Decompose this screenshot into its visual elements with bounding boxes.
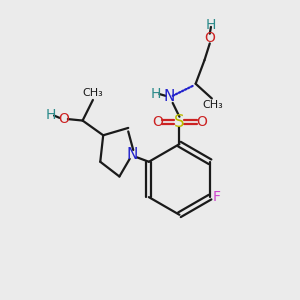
- Text: CH₃: CH₃: [82, 88, 103, 98]
- Text: O: O: [196, 115, 207, 129]
- Text: N: N: [127, 147, 138, 162]
- Text: H: H: [206, 18, 216, 32]
- Text: O: O: [58, 112, 69, 126]
- Text: H: H: [151, 87, 161, 101]
- Text: F: F: [212, 190, 220, 204]
- Text: CH₃: CH₃: [202, 100, 223, 110]
- Text: O: O: [204, 31, 215, 45]
- Text: S: S: [174, 113, 185, 131]
- Text: O: O: [152, 115, 163, 129]
- Text: H: H: [46, 108, 56, 122]
- Text: N: N: [164, 89, 175, 104]
